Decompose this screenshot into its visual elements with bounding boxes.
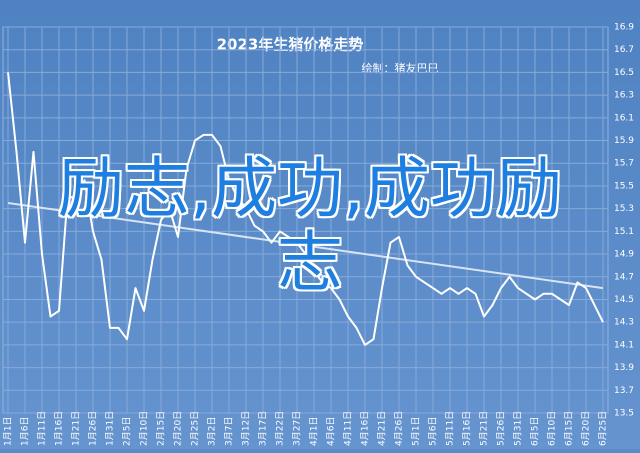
x-tick-label: 3月7日 <box>224 417 235 446</box>
y-tick-label: 16.1 <box>614 113 634 123</box>
x-tick-label: 1月16日 <box>54 411 65 446</box>
x-tick-label: 6月10日 <box>547 411 558 446</box>
chart-subtitle: 绘制：猪友巴巴 <box>362 61 439 75</box>
y-tick-label: 13.7 <box>614 386 634 396</box>
x-tick-label: 2月10日 <box>139 411 150 446</box>
trendline <box>7 201 604 290</box>
x-tick-label: 5月31日 <box>513 411 524 446</box>
x-tick-label: 2月5日 <box>122 417 133 446</box>
y-tick-label: 15.9 <box>614 136 634 146</box>
y-tick-label: 15.5 <box>614 181 634 191</box>
y-tick-label: 16.5 <box>614 68 634 78</box>
x-tick-label: 2月25日 <box>190 411 201 446</box>
x-tick-label: 1月31日 <box>105 411 116 446</box>
y-tick-label: 15.1 <box>614 227 634 237</box>
y-tick-label: 16.9 <box>614 23 634 33</box>
x-tick-label: 5月26日 <box>496 411 507 446</box>
x-tick-label: 1月21日 <box>71 411 82 446</box>
x-tick-label: 1月26日 <box>88 411 99 446</box>
x-tick-label: 4月6日 <box>326 417 337 446</box>
y-tick-label: 14.9 <box>614 250 634 260</box>
x-tick-label: 4月26日 <box>394 411 405 446</box>
y-tick-label: 13.5 <box>614 409 634 419</box>
chart-title: 2023年生猪价格走势 <box>217 36 364 54</box>
y-tick-label: 15.3 <box>614 204 634 214</box>
x-tick-label: 5月11日 <box>445 411 456 446</box>
x-tick-label: 3月22日 <box>275 411 286 446</box>
y-tick-label: 14.5 <box>614 295 634 305</box>
x-tick-label: 1月11日 <box>37 411 48 446</box>
x-tick-label: 6月25日 <box>598 411 609 446</box>
y-tick-label: 14.3 <box>614 318 634 328</box>
x-tick-label: 6月15日 <box>564 411 575 446</box>
x-tick-label: 2月15日 <box>156 411 167 446</box>
y-tick-label: 16.3 <box>614 91 634 101</box>
x-tick-label: 5月1日 <box>411 417 422 446</box>
x-tick-label: 3月27日 <box>292 411 303 446</box>
x-tick-label: 5月16日 <box>462 411 473 446</box>
x-tick-label: 1月6日 <box>20 417 31 446</box>
x-tick-label: 6月5日 <box>530 417 541 446</box>
y-tick-label: 15.7 <box>614 159 634 169</box>
x-tick-label: 4月16日 <box>360 411 371 446</box>
x-tick-label: 5月6日 <box>428 417 439 446</box>
y-tick-label: 13.9 <box>614 363 634 373</box>
x-tick-label: 3月12日 <box>241 411 252 446</box>
x-tick-label: 4月11日 <box>343 411 354 446</box>
x-tick-label: 6月20日 <box>581 411 592 446</box>
x-tick-label: 3月17日 <box>258 411 269 446</box>
price-line <box>7 72 604 346</box>
y-tick-label: 14.7 <box>614 272 634 282</box>
x-tick-label: 4月21日 <box>377 411 388 446</box>
watermark: 励志,成功,成功励志 <box>58 150 562 301</box>
x-tick-label: 5月21日 <box>479 411 490 446</box>
x-tick-label: 1月1日 <box>3 417 14 446</box>
x-tick-label: 3月2日 <box>207 417 218 446</box>
x-tick-label: 2月20日 <box>173 411 184 446</box>
x-tick-label: 4月1日 <box>309 417 320 446</box>
y-tick-label: 14.1 <box>614 340 634 350</box>
y-tick-label: 16.7 <box>614 45 634 55</box>
